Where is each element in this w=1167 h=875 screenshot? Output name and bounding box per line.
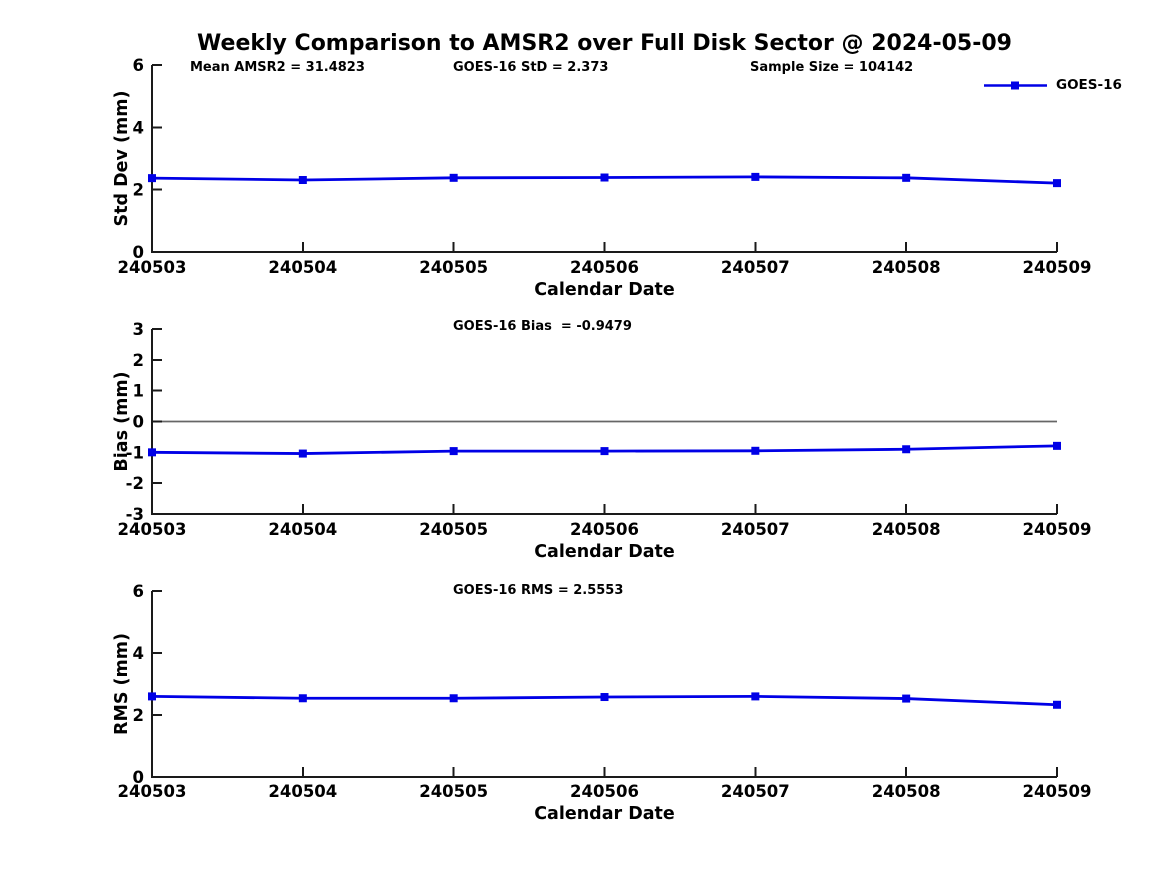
x-tick-label: 240506 [570,520,639,539]
bias-data-point-marker [298,449,307,458]
x-axis-label: Calendar Date [534,280,675,300]
y-axis-label: Std Dev (mm) [112,91,132,227]
axes-spines [151,65,1057,253]
y-tick-label: 3 [133,320,144,339]
rms-data-point-marker [1053,700,1061,709]
y-axis-label: RMS (mm) [112,633,132,735]
y-tick-label: 2 [133,351,144,370]
x-tick-label: 240509 [1023,520,1092,539]
std-dev-data-point-marker [1053,179,1061,188]
x-tick-label: 240507 [721,520,790,539]
axes-spines [151,591,1057,778]
rms-data-point-marker [148,692,156,701]
x-tick-label: 240508 [872,782,941,801]
y-tick-label: -2 [126,474,144,493]
std-dev-data-point-marker [449,173,458,182]
bias-data-point-marker [751,446,760,455]
y-tick-label: -1 [126,443,144,462]
bias-data-point-marker [148,448,156,457]
x-tick-label: 240505 [419,520,488,539]
std-dev-data-point-marker [751,172,760,181]
x-tick-label: 240503 [118,782,187,801]
stat-annotation: Mean AMSR2 = 31.4823 [190,60,365,75]
legend-marker-sample [984,81,1047,89]
y-axis-label: Bias (mm) [112,371,132,471]
x-axis-label: Calendar Date [534,804,675,824]
rms-data-point-marker [902,694,911,703]
std-dev-data-point-marker [298,176,307,185]
bias-subplot: -3 -2 -1 0 1 2 3 240503 240504 240505 240506 240507… [112,319,1091,562]
x-tick-label: 240506 [570,258,639,277]
y-tick-label: 6 [133,582,144,601]
y-tick-label: 1 [133,382,144,401]
y-tick-label: 6 [133,56,144,75]
rms-data-point-marker [751,692,760,701]
x-tick-label: 240509 [1023,782,1092,801]
x-tick-label: 240504 [268,520,337,539]
x-tick-label: 240508 [872,258,941,277]
bias-data-point-marker [902,445,911,454]
legend: GOES-16 [983,77,1122,93]
y-tick-label: 0 [133,413,144,432]
x-tick-label: 240507 [721,782,790,801]
stat-annotation: GOES-16 RMS = 2.5553 [453,583,623,598]
y-tick-label: 4 [133,118,144,137]
stat-annotation: Sample Size = 104142 [750,60,913,75]
x-tick-label: 240509 [1023,258,1092,277]
std-dev-data-point-marker [148,174,156,183]
std-dev-data-point-marker [600,173,609,182]
x-tick-label: 240504 [268,258,337,277]
y-tick-label: 2 [133,706,144,725]
y-tick-label: 2 [133,181,144,200]
y-tick-label: 0 [133,768,144,787]
bias-data-point-marker [449,447,458,456]
rms-subplot: 0 2 4 6 240503 240504 240505 240506 240507 240508… [112,582,1091,824]
x-tick-label: 240507 [721,258,790,277]
y-tick-label: 0 [133,243,144,262]
bias-data-point-marker [600,447,609,456]
x-tick-label: 240505 [419,258,488,277]
legend-label: GOES-16 [1056,77,1122,93]
rms-data-point-marker [449,694,458,703]
std-dev-data-point-marker [902,173,911,182]
figure-title: Weekly Comparison to AMSR2 over Full Dis… [197,31,1012,56]
legend-square-marker-icon [1011,81,1019,89]
y-tick-label: 4 [133,644,144,663]
x-axis-label: Calendar Date [534,542,675,562]
x-tick-label: 240508 [872,520,941,539]
x-tick-label: 240504 [268,782,337,801]
x-tick-label: 240503 [118,520,187,539]
std-dev-subplot: 0 2 4 6 240503 240504 240505 240506 240507 240508… [112,56,1091,300]
stat-annotation: GOES-16 StD = 2.373 [453,60,608,75]
rms-data-point-marker [298,694,307,703]
x-tick-label: 240506 [570,782,639,801]
rms-data-point-marker [600,693,609,702]
x-tick-label: 240505 [419,782,488,801]
bias-data-point-marker [1053,441,1061,450]
y-tick-label: -3 [126,505,144,524]
x-tick-label: 240503 [118,258,187,277]
stat-annotation: GOES-16 Bias = -0.9479 [453,319,632,334]
